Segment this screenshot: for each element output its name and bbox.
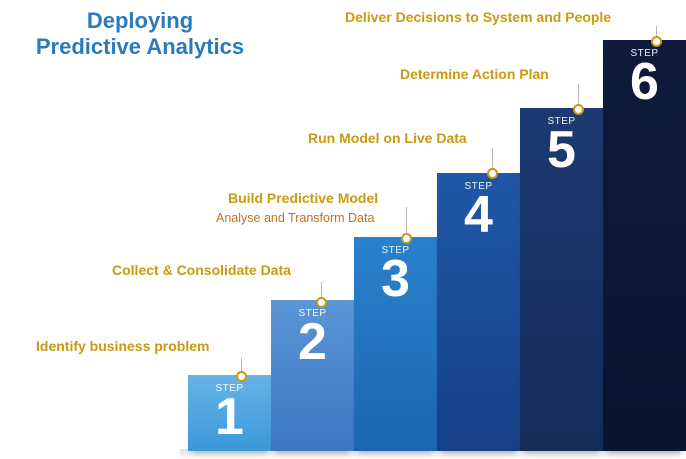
step-5-bar: STEP 5 bbox=[520, 108, 603, 451]
step-6-word: STEP bbox=[630, 48, 659, 59]
step-3-sublabel: Analyse and Transform Data bbox=[216, 211, 375, 225]
step-1-connector bbox=[241, 358, 242, 376]
title-line-2: Predictive Analytics bbox=[35, 34, 245, 59]
step-5-word: STEP bbox=[547, 116, 576, 127]
step-5-label: Determine Action Plan bbox=[400, 66, 549, 82]
step-4-label: Run Model on Live Data bbox=[308, 130, 467, 146]
step-5-connector bbox=[578, 84, 579, 109]
step-5-number: 5 bbox=[547, 121, 576, 179]
step-2-connector bbox=[321, 282, 322, 301]
step-5-dot bbox=[573, 104, 584, 115]
step-2-dot bbox=[316, 297, 327, 308]
step-2-number: 2 bbox=[298, 313, 327, 371]
step-6-label: Deliver Decisions to System and People bbox=[345, 9, 612, 25]
step-1-number: 1 bbox=[215, 388, 244, 446]
step-2-bar: STEP 2 bbox=[271, 300, 354, 451]
step-3-bar: STEP 3 bbox=[354, 237, 437, 451]
step-6-connector bbox=[656, 26, 657, 40]
step-3-connector bbox=[406, 207, 407, 237]
step-3-number: 3 bbox=[381, 250, 410, 308]
step-6-bar: STEP 6 bbox=[603, 40, 686, 451]
page-title: Deploying Predictive Analytics bbox=[0, 8, 280, 60]
step-4-number: 4 bbox=[464, 186, 493, 244]
step-2-label: Collect & Consolidate Data bbox=[112, 262, 291, 278]
step-4-dot bbox=[487, 168, 498, 179]
step-1-label: Identify business problem bbox=[36, 338, 210, 354]
title-line-1: Deploying bbox=[86, 8, 194, 33]
step-3-word: STEP bbox=[381, 245, 410, 256]
floor-shadow bbox=[180, 449, 680, 459]
step-1-bar: STEP 1 bbox=[188, 375, 271, 451]
step-4-word: STEP bbox=[464, 181, 493, 192]
step-6-number: 6 bbox=[630, 53, 659, 111]
step-1-dot bbox=[236, 371, 247, 382]
step-6-dot bbox=[651, 36, 662, 47]
step-2-word: STEP bbox=[298, 308, 327, 319]
step-4-connector bbox=[492, 148, 493, 173]
step-3-label: Build Predictive Model bbox=[228, 190, 379, 206]
step-3-dot bbox=[401, 233, 412, 244]
step-4-bar: STEP 4 bbox=[437, 173, 520, 451]
step-1-word: STEP bbox=[215, 383, 244, 394]
